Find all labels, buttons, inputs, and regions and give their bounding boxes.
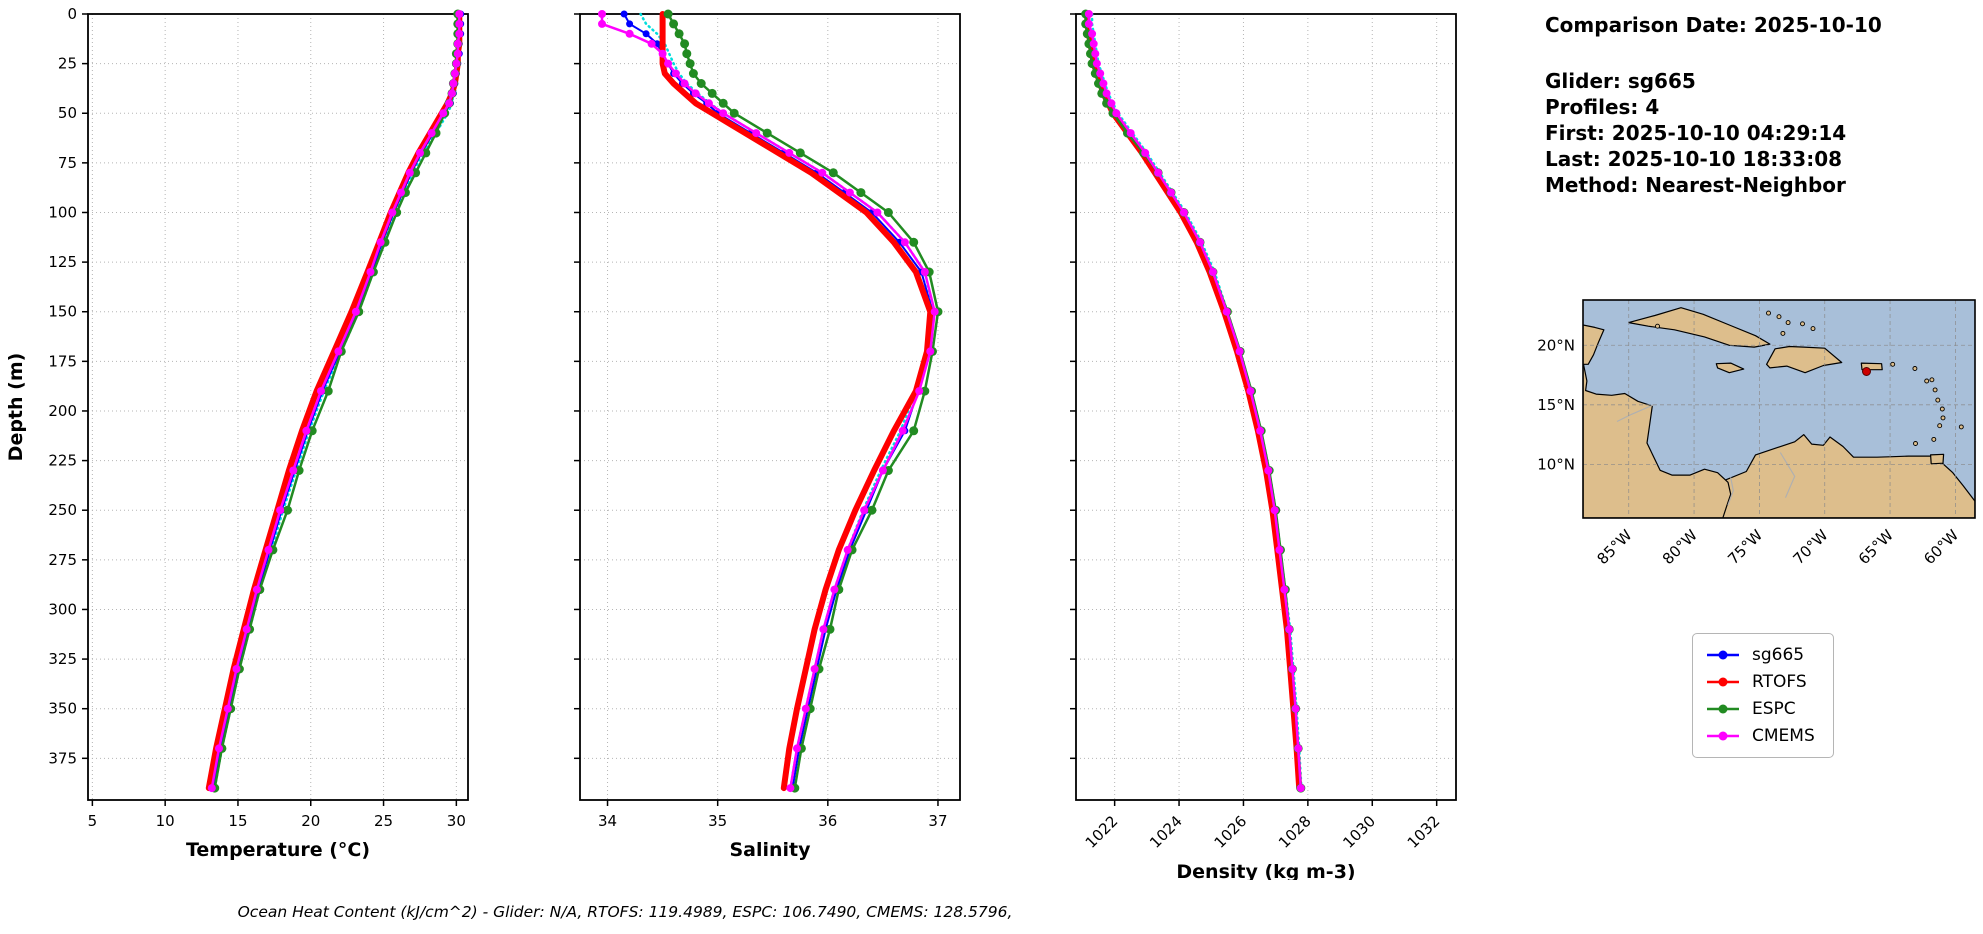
density-profile-chart: 1022 1024 1026 1028 1030 1032 Density (kg m-3)	[1070, 9, 1457, 880]
legend-item-cmems: CMEMS	[1705, 726, 1815, 746]
comparison-date-text: Comparison Date: 2025-10-10	[1545, 13, 1882, 37]
svg-text:36: 36	[818, 812, 837, 830]
svg-text:325: 325	[48, 650, 77, 668]
legend-line-marker-icon	[1707, 677, 1739, 687]
legend-items: sg665 RTOFS ESPC CMEMS	[1705, 645, 1815, 746]
svg-text:Density (kg m-3): Density (kg m-3)	[1176, 861, 1355, 880]
svg-text:1032: 1032	[1404, 812, 1444, 852]
svg-text:35: 35	[708, 812, 727, 830]
svg-text:34: 34	[598, 812, 617, 830]
legend-line-marker-icon	[1707, 650, 1739, 660]
legend-item-rtofs: RTOFS	[1705, 672, 1815, 692]
svg-text:50: 50	[58, 104, 77, 122]
svg-text:5: 5	[88, 812, 98, 830]
legend-item-espc: ESPC	[1705, 699, 1815, 719]
svg-text:1024: 1024	[1146, 812, 1186, 852]
temperature-profile-chart: 5 10 15 20 25 3002550751001251501752002252502…	[5, 5, 469, 861]
svg-text:85°W: 85°W	[1594, 526, 1636, 568]
svg-text:80°W: 80°W	[1659, 526, 1701, 568]
legend-label: ESPC	[1752, 699, 1796, 719]
legend-line-marker-icon	[1707, 731, 1739, 741]
svg-text:1028: 1028	[1275, 812, 1315, 852]
svg-text:10°N: 10°N	[1537, 455, 1575, 473]
svg-text:30: 30	[447, 812, 466, 830]
svg-text:25: 25	[374, 812, 393, 830]
svg-text:275: 275	[48, 551, 77, 569]
svg-text:60°W: 60°W	[1920, 526, 1962, 568]
svg-text:Depth (m): Depth (m)	[5, 353, 27, 462]
svg-text:20: 20	[301, 812, 320, 830]
svg-text:Salinity: Salinity	[729, 839, 811, 861]
svg-text:20°N: 20°N	[1537, 336, 1575, 354]
svg-text:37: 37	[928, 812, 947, 830]
legend-line-marker-icon	[1707, 704, 1739, 714]
svg-text:300: 300	[48, 600, 77, 618]
svg-text:1026: 1026	[1211, 812, 1251, 852]
last-profile-time-text: Last: 2025-10-10 18:33:08	[1545, 147, 1843, 171]
svg-text:225: 225	[48, 452, 77, 470]
svg-text:1030: 1030	[1339, 812, 1379, 852]
svg-text:15: 15	[228, 812, 247, 830]
salinity-profile-chart: 34 35 36 37 Salinity	[574, 9, 961, 861]
svg-text:350: 350	[48, 700, 77, 718]
svg-text:65°W: 65°W	[1855, 526, 1897, 568]
svg-text:75: 75	[58, 154, 77, 172]
legend: sg665 RTOFS ESPC CMEMS	[1692, 633, 1834, 758]
svg-text:200: 200	[48, 402, 77, 420]
location-map: 85°W 80°W 75°W 70°W 65°W 60°W 20°N 15°N 10°N	[1537, 299, 1976, 568]
svg-text:15°N: 15°N	[1537, 396, 1575, 414]
first-profile-time-text: First: 2025-10-10 04:29:14	[1545, 121, 1847, 145]
info-panel: Comparison Date: 2025-10-10 Glider: sg66…	[1545, 12, 1882, 198]
svg-text:0: 0	[67, 5, 77, 23]
glider-name-text: Glider: sg665	[1545, 69, 1696, 93]
svg-text:150: 150	[48, 303, 77, 321]
legend-item-sg665: sg665	[1705, 645, 1815, 665]
svg-text:10: 10	[156, 812, 175, 830]
svg-text:175: 175	[48, 352, 77, 370]
svg-text:375: 375	[48, 749, 77, 767]
legend-label: CMEMS	[1752, 726, 1815, 746]
profiles-count-text: Profiles: 4	[1545, 95, 1660, 119]
svg-text:1022: 1022	[1082, 812, 1122, 852]
ocean-heat-content-note: Ocean Heat Content (kJ/cm^2) - Glider: N…	[237, 903, 1013, 921]
method-text: Method: Nearest-Neighbor	[1545, 173, 1846, 197]
svg-text:70°W: 70°W	[1790, 526, 1832, 568]
svg-text:Temperature (°C): Temperature (°C)	[186, 839, 370, 861]
legend-label: RTOFS	[1752, 672, 1807, 692]
legend-label: sg665	[1752, 645, 1805, 665]
svg-text:125: 125	[48, 253, 77, 271]
svg-text:250: 250	[48, 501, 77, 519]
svg-text:75°W: 75°W	[1724, 526, 1766, 568]
svg-text:25: 25	[58, 55, 77, 73]
svg-text:100: 100	[48, 203, 77, 221]
